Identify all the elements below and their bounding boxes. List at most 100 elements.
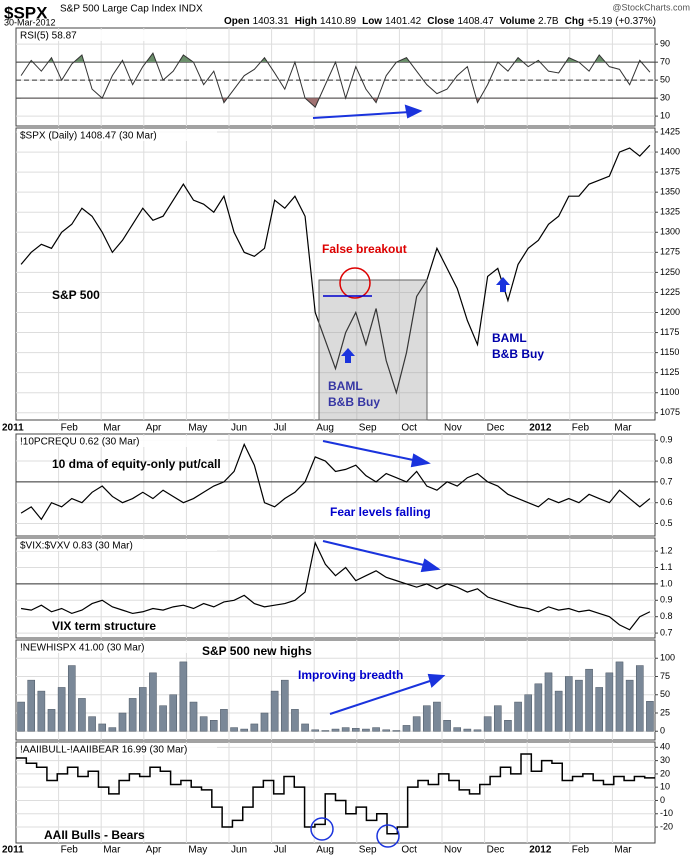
quote-value: 1410.89	[320, 16, 357, 27]
x-tick-label: Aug	[316, 423, 334, 434]
arrow-head	[420, 558, 441, 573]
series-line	[20, 52, 651, 108]
bar	[534, 683, 543, 732]
y-tick-label: 0.7	[660, 476, 673, 486]
y-tick-label: 1.2	[660, 545, 673, 555]
bar	[453, 727, 462, 732]
quote-label: Open	[224, 16, 250, 27]
x-tick-label: Aug	[316, 845, 334, 856]
bar	[169, 694, 178, 732]
panel-label: $VIX:$VXV 0.83 (30 Mar)	[20, 541, 133, 552]
y-tick-label: -20	[660, 821, 673, 831]
panel-frame	[15, 741, 656, 844]
bar	[341, 727, 350, 732]
annotation: S&P 500 new highs	[202, 644, 312, 658]
circle	[339, 267, 371, 299]
annotation: BAML	[492, 331, 527, 345]
annotation: Improving breadth	[298, 668, 403, 682]
y-tick-label: 75	[660, 671, 670, 681]
bar	[47, 709, 56, 732]
bar	[595, 687, 604, 732]
bar	[138, 687, 147, 732]
panel-frame	[15, 433, 656, 537]
quote-value: 2.7B	[538, 16, 559, 27]
annotation: B&B Buy	[492, 347, 544, 361]
bar	[635, 665, 644, 732]
x-tick-label: Jul	[274, 423, 287, 434]
label-bg	[17, 130, 217, 141]
quote: Open 1403.31 High 1410.89 Low 1401.42 Close 140…	[224, 16, 656, 27]
y-tick-label: 1225	[660, 287, 680, 297]
x-tick-label: Jun	[231, 845, 247, 856]
arrow	[322, 540, 429, 567]
bar	[473, 729, 482, 732]
x-tick-label: Jul	[274, 845, 287, 856]
arrow	[329, 679, 434, 715]
quote-label: High	[295, 16, 317, 27]
x-tick-label: Apr	[146, 423, 162, 434]
y-tick-label: 0.7	[660, 627, 673, 637]
x-tick-label: Feb	[61, 845, 79, 856]
circle	[376, 824, 400, 848]
arrow-head	[410, 453, 431, 468]
panel-frame	[15, 127, 656, 421]
y-tick-label: 1300	[660, 227, 680, 237]
circle	[310, 817, 334, 841]
bar	[483, 716, 492, 732]
bar	[57, 687, 66, 732]
arrow	[322, 440, 419, 462]
y-tick-label: 0.5	[660, 518, 673, 528]
y-tick-label: 0	[660, 726, 665, 736]
y-tick-label: 1250	[660, 267, 680, 277]
bar	[443, 720, 451, 732]
y-tick-label: 1325	[660, 207, 680, 217]
bar	[240, 728, 249, 732]
y-tick-label: 20	[660, 768, 670, 778]
y-tick-label: 50	[660, 75, 670, 85]
label-bg	[17, 744, 217, 755]
highlight-box	[318, 279, 428, 421]
bar	[564, 676, 573, 732]
quote-value: 1408.47	[457, 16, 494, 27]
bar	[524, 694, 533, 732]
bar	[585, 668, 593, 732]
bar	[88, 716, 96, 732]
x-tick-label: Dec	[487, 845, 505, 856]
annotation: VIX term structure	[52, 619, 156, 633]
x-tick-label: Mar	[614, 845, 632, 856]
x-tick-label: Oct	[401, 845, 417, 856]
label-bg	[17, 642, 217, 653]
index-name: S&P 500 Large Cap Index INDX	[60, 4, 203, 15]
up-arrow	[341, 348, 355, 363]
arrow	[312, 111, 411, 119]
y-tick-label: 1125	[660, 367, 679, 377]
quote-label: Close	[427, 16, 455, 27]
y-tick-label: 30	[660, 755, 670, 765]
y-tick-label: 1425	[660, 126, 680, 136]
y-tick-label: 1075	[660, 407, 680, 417]
x-tick-label: May	[188, 845, 207, 856]
x-tick-label: 2012	[529, 423, 552, 434]
bar	[199, 716, 208, 732]
y-tick-label: 90	[660, 39, 670, 49]
bar	[382, 729, 391, 732]
y-tick-label: 10	[660, 110, 670, 120]
y-tick-label: 1.1	[660, 562, 673, 572]
y-tick-label: -10	[660, 808, 673, 818]
panel-label: RSI(5) 58.87	[20, 31, 77, 42]
x-tick-label: Dec	[487, 423, 505, 434]
x-tick-label: Feb	[572, 845, 590, 856]
y-tick-label: 50	[660, 689, 670, 699]
bar	[321, 730, 330, 732]
bar	[209, 720, 218, 732]
x-tick-label: Mar	[103, 845, 121, 856]
bar	[291, 709, 299, 732]
y-tick-label: 70	[660, 57, 670, 67]
y-tick-label: 100	[660, 653, 675, 663]
bar	[301, 723, 309, 732]
x-tick-label: Feb	[61, 423, 79, 434]
y-tick-label: 1400	[660, 146, 680, 156]
panel-frame	[15, 537, 656, 639]
y-tick-label: 1175	[660, 327, 679, 337]
